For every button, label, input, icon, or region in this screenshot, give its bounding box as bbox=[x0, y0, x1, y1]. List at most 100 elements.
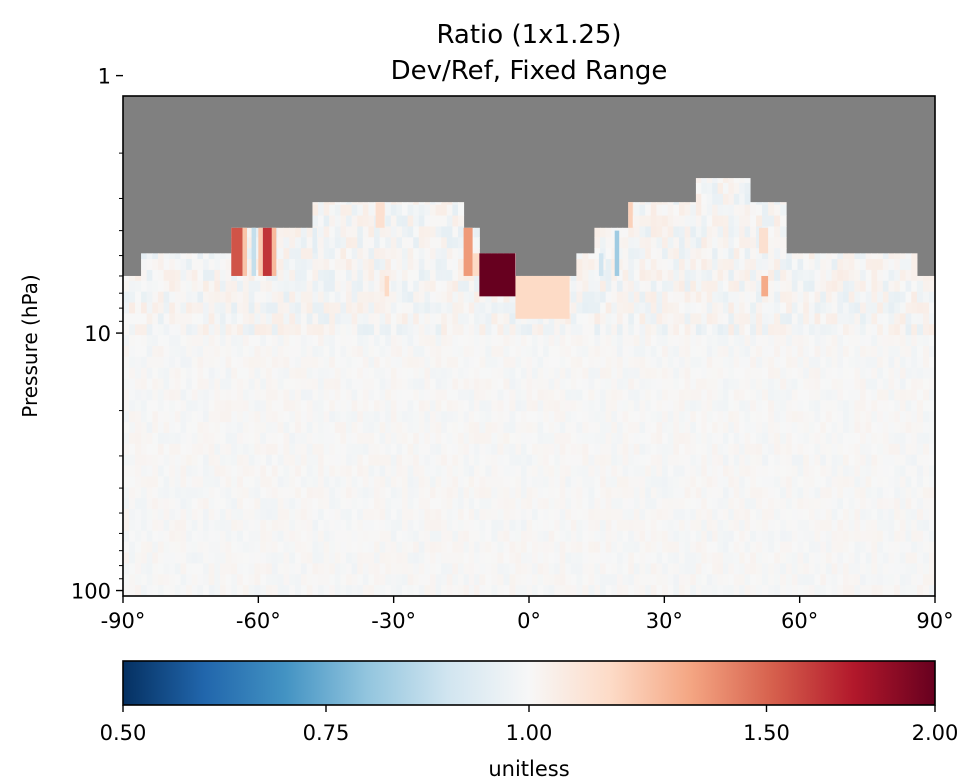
heatmap-cell bbox=[825, 356, 833, 369]
heatmap-cell bbox=[242, 291, 250, 304]
heatmap-cell bbox=[645, 259, 652, 271]
heatmap-cell bbox=[803, 389, 810, 401]
heatmap-cell bbox=[266, 476, 273, 488]
heatmap-cell bbox=[532, 313, 539, 325]
heatmap-cell bbox=[312, 324, 319, 336]
heatmap-cell bbox=[385, 574, 392, 586]
heatmap-cell bbox=[283, 443, 290, 456]
heatmap-cell bbox=[656, 302, 663, 314]
heatmap-cell bbox=[446, 498, 453, 510]
heatmap-cell bbox=[435, 313, 442, 325]
heatmap-cell bbox=[843, 346, 850, 358]
heatmap-cell bbox=[191, 487, 198, 499]
heatmap-cell bbox=[791, 465, 799, 477]
heatmap-cell bbox=[882, 465, 890, 477]
heatmap-cell bbox=[340, 541, 347, 554]
heatmap-cell bbox=[435, 389, 442, 401]
heatmap-cell bbox=[491, 313, 498, 325]
heatmap-cell bbox=[357, 563, 364, 575]
colorbar-tick-label: 0.50 bbox=[100, 721, 147, 745]
heatmap-cell bbox=[848, 487, 855, 499]
heatmap-cell bbox=[554, 422, 561, 434]
heatmap-cell bbox=[497, 302, 504, 314]
heatmap-cell bbox=[424, 530, 431, 543]
heatmap-cell bbox=[877, 519, 884, 532]
heatmap-cell bbox=[346, 215, 353, 227]
heatmap-cell bbox=[123, 275, 130, 282]
heatmap-cell bbox=[295, 367, 302, 380]
heatmap-cell bbox=[837, 509, 844, 521]
heatmap-cell bbox=[254, 563, 261, 575]
heatmap-cell bbox=[197, 454, 204, 467]
heatmap-cell bbox=[656, 487, 663, 499]
heatmap-cell bbox=[673, 248, 680, 260]
heatmap-cell bbox=[706, 487, 713, 499]
heatmap-cell bbox=[497, 411, 504, 423]
heatmap-cell bbox=[622, 422, 629, 434]
heatmap-cell bbox=[318, 530, 325, 543]
heatmap-cell bbox=[163, 291, 170, 304]
heatmap-cell bbox=[916, 519, 924, 532]
heatmap-cell bbox=[123, 498, 130, 510]
heatmap-cell bbox=[825, 585, 833, 597]
heatmap-cell bbox=[295, 411, 302, 423]
heatmap-cell bbox=[329, 356, 336, 369]
heatmap-cell bbox=[744, 585, 751, 597]
heatmap-cell bbox=[402, 367, 409, 380]
heatmap-cell bbox=[706, 356, 713, 369]
heatmap-cell bbox=[532, 465, 539, 477]
heatmap-cell bbox=[695, 400, 702, 412]
heatmap-cell bbox=[916, 335, 924, 347]
heatmap-cell bbox=[808, 335, 816, 347]
heatmap-cell bbox=[831, 530, 838, 543]
heatmap-cell bbox=[559, 389, 566, 401]
heatmap-cell bbox=[174, 280, 182, 293]
heatmap-cell bbox=[497, 519, 504, 532]
heatmap-cell bbox=[219, 389, 227, 401]
heatmap-cell bbox=[888, 378, 895, 390]
heatmap-cell bbox=[712, 302, 719, 314]
heatmap-cell bbox=[616, 422, 624, 434]
heatmap-cell bbox=[739, 226, 746, 238]
heatmap-cell bbox=[645, 291, 652, 304]
heatmap-cell bbox=[690, 226, 697, 238]
heatmap-cell bbox=[452, 498, 459, 510]
heatmap-cell bbox=[357, 432, 364, 445]
heatmap-cell bbox=[521, 378, 528, 390]
heatmap-cell bbox=[645, 204, 652, 217]
heatmap-cell bbox=[180, 367, 187, 380]
heatmap-cell bbox=[180, 324, 187, 336]
heatmap-cell bbox=[277, 432, 284, 445]
heatmap-cell bbox=[390, 259, 397, 271]
heatmap-cell bbox=[225, 487, 232, 499]
heatmap-cell bbox=[219, 519, 227, 532]
heatmap-cell bbox=[843, 541, 850, 554]
heatmap-cell bbox=[248, 335, 255, 347]
heatmap-cell bbox=[843, 411, 850, 423]
heatmap-cell bbox=[191, 269, 198, 282]
heatmap-cell bbox=[163, 465, 170, 477]
heatmap-cell bbox=[622, 248, 629, 260]
heatmap-cell bbox=[854, 498, 861, 510]
heatmap-cell bbox=[214, 519, 221, 532]
heatmap-cell bbox=[877, 259, 884, 271]
heatmap-cell bbox=[667, 324, 674, 336]
heatmap-cell bbox=[814, 552, 821, 564]
heatmap-cell bbox=[379, 248, 386, 260]
heatmap-cell bbox=[413, 269, 420, 282]
heatmap-cell bbox=[922, 411, 930, 423]
heatmap-cell bbox=[340, 202, 347, 206]
heatmap-cell bbox=[928, 422, 936, 434]
heatmap-cell bbox=[452, 585, 459, 597]
heatmap-cell bbox=[565, 356, 572, 369]
heatmap-cell bbox=[744, 356, 751, 369]
heatmap-cell bbox=[169, 552, 176, 564]
heatmap-cell bbox=[684, 237, 691, 249]
heatmap-cell bbox=[622, 259, 629, 271]
heatmap-cell bbox=[413, 432, 420, 445]
heatmap-cell bbox=[882, 335, 890, 347]
heatmap-cell bbox=[368, 346, 375, 358]
heatmap-cell bbox=[717, 498, 724, 510]
heatmap-cell bbox=[865, 465, 872, 477]
heatmap-cell bbox=[485, 324, 492, 336]
